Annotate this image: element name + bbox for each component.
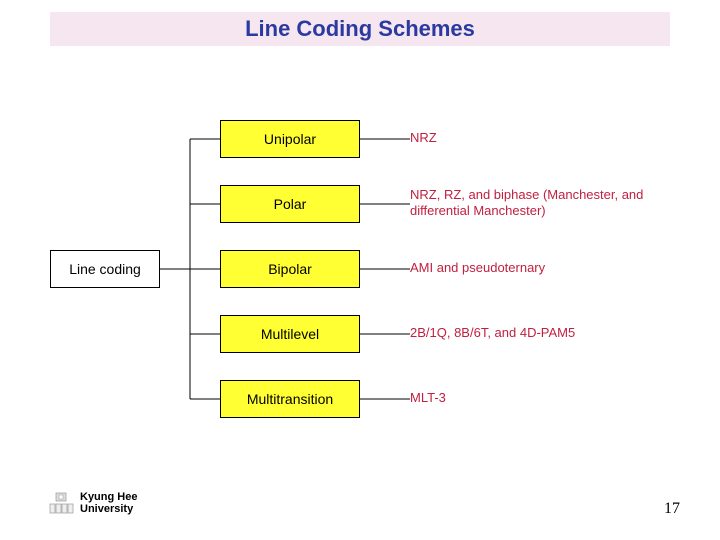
category-node: Polar (220, 185, 360, 223)
category-desc: AMI and pseudoternary (410, 260, 690, 276)
footer-line2: University (80, 503, 137, 515)
category-node: Unipolar (220, 120, 360, 158)
category-node: Multitransition (220, 380, 360, 418)
category-desc: NRZ, RZ, and biphase (Manchester, and di… (410, 187, 690, 220)
category-node: Multilevel (220, 315, 360, 353)
category-label: Multilevel (261, 326, 319, 342)
category-desc: MLT-3 (410, 390, 690, 406)
university-logo-icon (48, 490, 74, 516)
category-desc: 2B/1Q, 8B/6T, and 4D-PAM5 (410, 325, 690, 341)
slide-title: Line Coding Schemes (245, 16, 475, 42)
page-number: 17 (664, 500, 680, 518)
title-bar: Line Coding Schemes (50, 12, 670, 46)
footer-line1: Kyung Hee (80, 491, 137, 503)
category-desc: NRZ (410, 130, 690, 146)
diagram-area: Line coding UnipolarNRZPolarNRZ, RZ, and… (50, 120, 670, 460)
footer-logo: Kyung Hee University (48, 490, 137, 516)
root-label: Line coding (69, 261, 141, 277)
category-node: Bipolar (220, 250, 360, 288)
connector-lines (50, 120, 670, 460)
category-label: Multitransition (247, 391, 333, 407)
category-label: Unipolar (264, 131, 316, 147)
category-label: Polar (274, 196, 307, 212)
category-label: Bipolar (268, 261, 312, 277)
root-node: Line coding (50, 250, 160, 288)
footer-text: Kyung Hee University (80, 491, 137, 515)
